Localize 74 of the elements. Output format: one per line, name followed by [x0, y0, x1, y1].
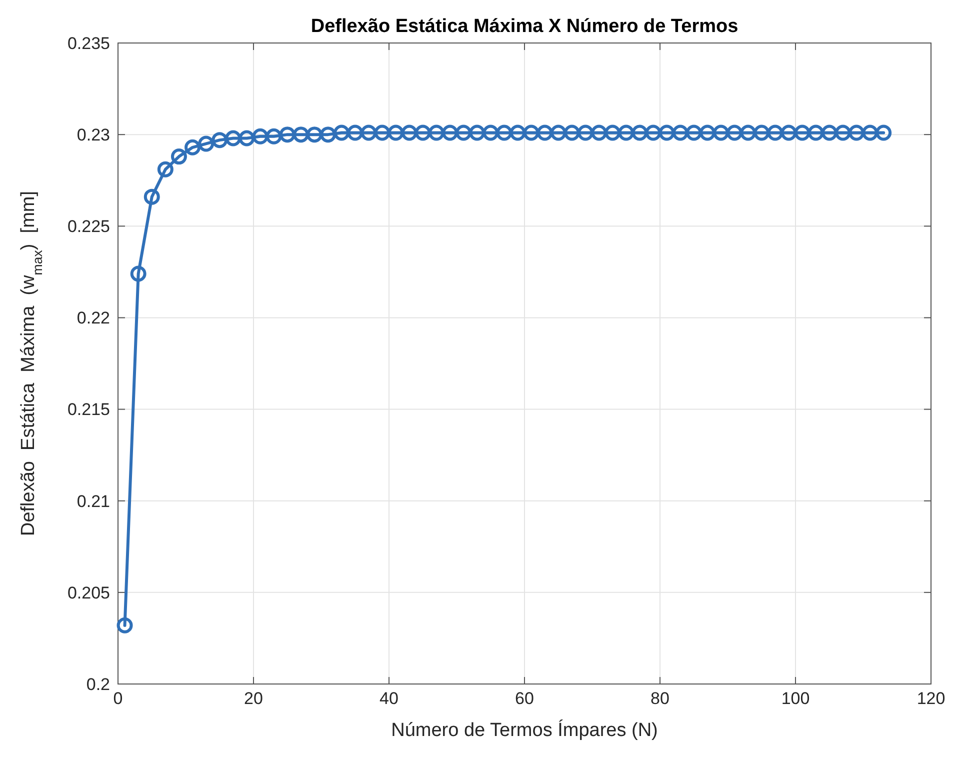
point — [496, 124, 512, 141]
point — [794, 124, 810, 141]
point — [821, 124, 838, 141]
point — [184, 139, 201, 156]
y-tick-label: 0.23 — [76, 126, 110, 145]
point — [374, 124, 390, 141]
y-tick-label: 0.225 — [67, 217, 110, 236]
point — [320, 126, 336, 143]
point — [618, 124, 634, 141]
point — [564, 124, 580, 141]
point — [726, 124, 743, 141]
x-tick-label: 100 — [781, 689, 810, 708]
x-tick-label: 0 — [113, 689, 123, 708]
point — [699, 124, 716, 141]
point — [144, 188, 160, 205]
point — [292, 126, 309, 143]
point — [469, 124, 486, 141]
point — [577, 124, 594, 141]
y-tick-label: 0.215 — [67, 400, 110, 420]
point — [834, 124, 851, 141]
x-tick-label: 60 — [515, 689, 534, 708]
x-tick-label: 120 — [916, 689, 946, 708]
point — [754, 124, 770, 141]
point — [523, 124, 540, 141]
point — [740, 124, 756, 141]
x-tick-label: 20 — [244, 689, 263, 708]
point — [334, 124, 350, 141]
point — [536, 124, 553, 141]
point — [780, 124, 797, 141]
point — [672, 124, 688, 141]
point — [632, 124, 648, 141]
point — [279, 126, 296, 143]
point — [767, 124, 784, 141]
x-axis-title: Número de Termos Ímpares (N) — [391, 719, 658, 741]
x-tick-label: 40 — [380, 689, 398, 708]
point — [170, 148, 187, 165]
point — [848, 124, 864, 141]
point — [212, 132, 228, 148]
y-tick-label: 0.2 — [86, 674, 110, 694]
point — [550, 124, 566, 141]
point — [876, 124, 892, 141]
point — [862, 124, 878, 141]
point — [116, 617, 133, 634]
point — [686, 124, 702, 141]
point — [645, 124, 662, 141]
y-tick-label: 0.205 — [67, 583, 110, 602]
point — [808, 124, 824, 141]
point — [198, 136, 214, 152]
y-tick-label: 0.21 — [76, 492, 110, 511]
point — [401, 124, 418, 141]
point — [238, 130, 255, 146]
point — [428, 124, 444, 141]
point — [347, 124, 364, 141]
point — [712, 124, 729, 141]
point — [658, 124, 675, 141]
point — [360, 124, 377, 141]
x-tick-label: 80 — [650, 689, 670, 708]
chart-title: Deflexão Estática Máxima X Número de Termos — [310, 16, 738, 37]
point — [442, 124, 458, 141]
y-tick-label: 0.235 — [67, 34, 110, 53]
point — [266, 128, 282, 144]
point — [414, 124, 431, 141]
point — [157, 161, 174, 178]
point — [456, 124, 472, 141]
point — [130, 266, 146, 282]
point — [591, 124, 608, 141]
point — [252, 128, 268, 144]
point — [604, 124, 621, 141]
point — [510, 124, 526, 141]
point — [306, 126, 322, 143]
point — [482, 124, 499, 141]
point — [388, 124, 404, 141]
point — [225, 130, 242, 146]
y-tick-label: 0.22 — [76, 308, 110, 328]
